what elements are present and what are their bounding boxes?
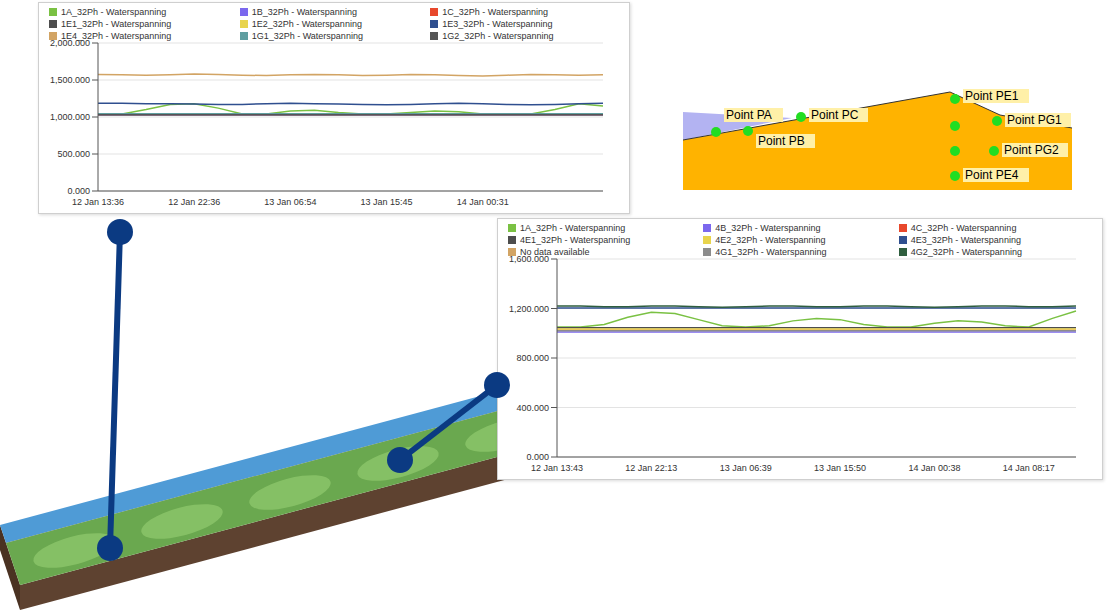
html-text:1A_32Ph - Waterspanning: 1A_32Ph - Waterspanning bbox=[520, 223, 626, 233]
html-text:4B_32Ph - Waterspanning: 4B_32Ph - Waterspanning bbox=[715, 223, 821, 233]
html-text:1B_32Ph - Waterspanning: 1B_32Ph - Waterspanning bbox=[251, 7, 357, 17]
svg-text:12 Jan 22:13: 12 Jan 22:13 bbox=[625, 463, 677, 473]
html-text:1A_32Ph - Waterspanning: 1A_32Ph - Waterspanning bbox=[61, 7, 167, 17]
svg-text:1,500.000: 1,500.000 bbox=[50, 75, 90, 85]
svg-text:Point PG1: Point PG1 bbox=[1007, 113, 1062, 127]
svg-text:13 Jan 15:45: 13 Jan 15:45 bbox=[361, 197, 413, 207]
html-text:1C_32Ph - Waterspanning: 1C_32Ph - Waterspanning bbox=[442, 7, 549, 17]
html-text:4C_32Ph - Waterspanning: 4C_32Ph - Waterspanning bbox=[910, 223, 1017, 233]
svg-text:0.000: 0.000 bbox=[526, 452, 549, 462]
html-text:4E2_32Ph - Waterspanning: 4E2_32Ph - Waterspanning bbox=[715, 235, 826, 245]
svg-text:14 Jan 00:31: 14 Jan 00:31 bbox=[457, 197, 509, 207]
html-text:4G2_32Ph - Waterspanning: 4G2_32Ph - Waterspanning bbox=[910, 247, 1022, 257]
svg-text:2,000.000: 2,000.000 bbox=[50, 38, 90, 48]
svg-text:Point PC: Point PC bbox=[811, 108, 859, 122]
svg-text:400.000: 400.000 bbox=[516, 403, 549, 413]
svg-text:13 Jan 15:50: 13 Jan 15:50 bbox=[814, 463, 866, 473]
svg-text:Point PE1: Point PE1 bbox=[965, 89, 1019, 103]
svg-text:1,600.000: 1,600.000 bbox=[509, 254, 549, 264]
html-text:1E2_32Ph - Waterspanning: 1E2_32Ph - Waterspanning bbox=[251, 19, 362, 29]
html-text:1E1_32Ph - Waterspanning: 1E1_32Ph - Waterspanning bbox=[61, 19, 172, 29]
svg-text:13 Jan 06:39: 13 Jan 06:39 bbox=[720, 463, 772, 473]
svg-text:1,000.000: 1,000.000 bbox=[50, 112, 90, 122]
svg-text:14 Jan 00:38: 14 Jan 00:38 bbox=[908, 463, 960, 473]
svg-text:Point PB: Point PB bbox=[758, 134, 805, 148]
html-text:1G1_32Ph - Waterspanning: 1G1_32Ph - Waterspanning bbox=[251, 31, 363, 41]
html-text:No data available: No data available bbox=[520, 247, 590, 257]
html-text:4E3_32Ph - Waterspanning: 4E3_32Ph - Waterspanning bbox=[910, 235, 1021, 245]
html-text:1E3_32Ph - Waterspanning: 1E3_32Ph - Waterspanning bbox=[442, 19, 553, 29]
svg-text:12 Jan 22:36: 12 Jan 22:36 bbox=[168, 197, 220, 207]
html-text:4G1_32Ph - Waterspanning: 4G1_32Ph - Waterspanning bbox=[715, 247, 827, 257]
html-text:1G2_32Ph - Waterspanning: 1G2_32Ph - Waterspanning bbox=[442, 31, 554, 41]
svg-text:500.000: 500.000 bbox=[57, 149, 90, 159]
svg-text:Point PE4: Point PE4 bbox=[965, 168, 1019, 182]
svg-text:800.000: 800.000 bbox=[516, 353, 549, 363]
html-text:4E1_32Ph - Waterspanning: 4E1_32Ph - Waterspanning bbox=[520, 235, 631, 245]
svg-text:Point PA: Point PA bbox=[726, 108, 772, 122]
html-text:1E4_32Ph - Waterspanning: 1E4_32Ph - Waterspanning bbox=[61, 31, 172, 41]
svg-text:1,200.000: 1,200.000 bbox=[509, 304, 549, 314]
svg-text:14 Jan 08:17: 14 Jan 08:17 bbox=[1003, 463, 1055, 473]
svg-text:0.000: 0.000 bbox=[67, 186, 90, 196]
svg-text:13 Jan 06:54: 13 Jan 06:54 bbox=[264, 197, 316, 207]
svg-text:Point PG2: Point PG2 bbox=[1004, 143, 1059, 157]
svg-text:12 Jan 13:43: 12 Jan 13:43 bbox=[531, 463, 583, 473]
svg-text:12 Jan 13:36: 12 Jan 13:36 bbox=[72, 197, 124, 207]
